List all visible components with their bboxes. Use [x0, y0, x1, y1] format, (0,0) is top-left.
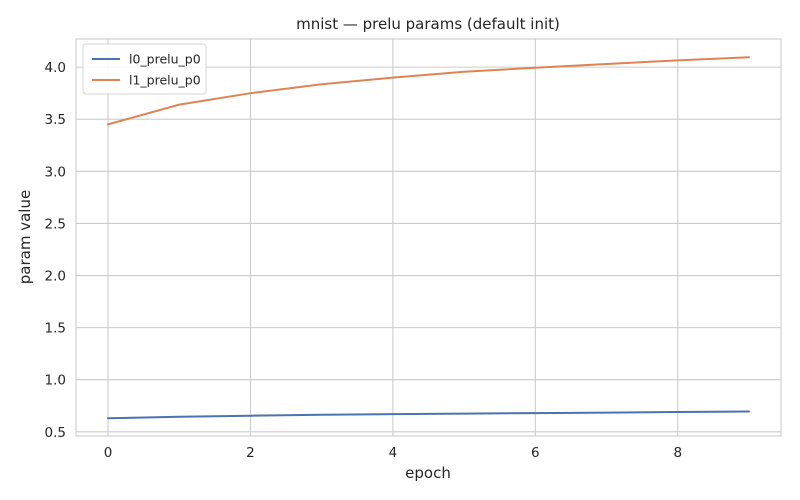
y-tick-label: 4.0	[45, 60, 66, 76]
x-tick-labels: 0 2 4 6 8	[104, 445, 682, 461]
y-tick-label: 2.0	[45, 269, 66, 285]
x-tick-label: 6	[531, 445, 540, 461]
x-tick-label: 2	[246, 445, 255, 461]
y-tick-labels: 0.5 1.0 1.5 2.0 2.5 3.0 3.5 4.0	[45, 60, 66, 441]
y-tick-label: 3.0	[45, 164, 66, 180]
series-lines	[107, 56, 750, 420]
y-tick-label: 1.5	[45, 321, 66, 337]
y-tick-label: 2.5	[45, 216, 66, 232]
legend-entry: l0_prelu_p0	[129, 52, 201, 67]
x-tick-label: 4	[389, 445, 398, 461]
legend-entry: l1_prelu_p0	[129, 73, 201, 88]
x-tick-label: 8	[673, 445, 682, 461]
chart-title: mnist — prelu params (default init)	[296, 15, 560, 33]
legend: l0_prelu_p0 l1_prelu_p0	[82, 43, 207, 95]
y-tick-label: 3.5	[45, 112, 66, 128]
series-line-l0_prelu_p0	[107, 410, 750, 420]
series-line-l1_prelu_p0	[107, 56, 750, 126]
x-axis-label: epoch	[405, 464, 451, 482]
y-tick-label: 0.5	[45, 425, 66, 441]
x-tick-label: 0	[104, 445, 113, 461]
y-tick-label: 1.0	[45, 373, 66, 389]
grid	[76, 39, 781, 436]
y-axis-label: param value	[16, 190, 34, 284]
legend-box	[82, 43, 207, 95]
plot-frame	[75, 38, 782, 437]
